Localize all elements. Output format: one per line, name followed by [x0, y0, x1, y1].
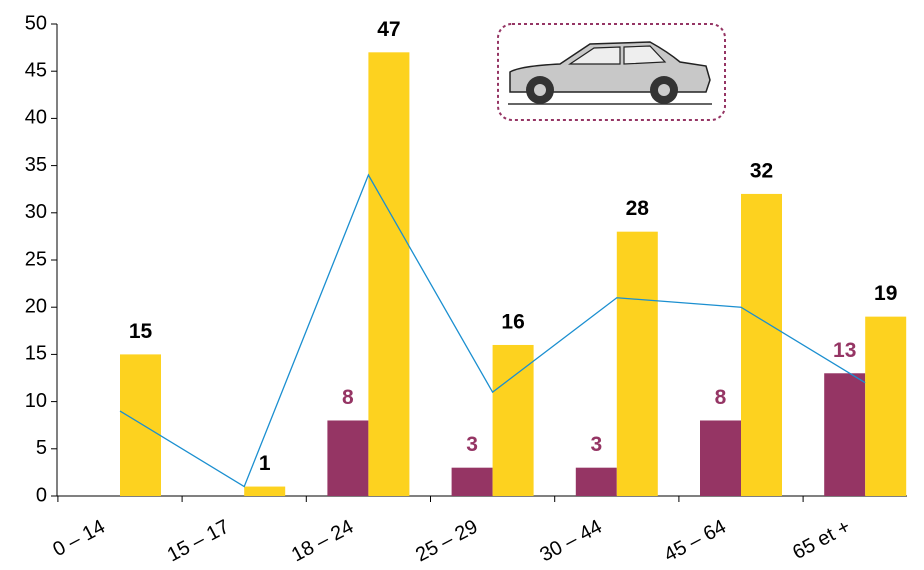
y-tick-label: 50	[25, 12, 47, 34]
value-label: 3	[590, 433, 602, 456]
y-tick-label: 20	[25, 295, 47, 317]
y-tick-label: 40	[25, 107, 47, 129]
x-tick-label: 45 – 64	[661, 516, 730, 567]
value-label: 16	[501, 311, 524, 334]
value-label: 15	[129, 320, 153, 343]
x-tick-label: 18 – 24	[288, 516, 357, 567]
value-label: 47	[377, 18, 400, 41]
value-label: 19	[874, 282, 897, 305]
y-tick-label: 5	[36, 437, 47, 459]
y-tick-label: 45	[25, 59, 47, 81]
bar	[492, 344, 534, 496]
bar	[700, 420, 741, 496]
value-label: 28	[626, 197, 650, 220]
x-tick-label: 65 et +	[789, 516, 854, 564]
value-label: 32	[750, 159, 773, 182]
bar	[575, 467, 617, 496]
x-tick-label: 15 – 17	[164, 516, 233, 567]
bar	[451, 467, 493, 496]
y-tick-label: 0	[36, 484, 47, 506]
y-tick-label: 25	[25, 248, 47, 270]
bar	[244, 486, 286, 496]
bar	[616, 231, 658, 496]
bar	[368, 52, 410, 496]
value-label: 3	[466, 433, 478, 456]
x-tick-label: 0 – 14	[49, 516, 108, 562]
bar	[741, 193, 782, 497]
bar	[120, 354, 161, 496]
line	[119, 173, 866, 488]
value-label: 8	[342, 386, 354, 409]
value-label: 8	[715, 386, 727, 409]
y-tick-label: 10	[25, 390, 47, 412]
value-label: 13	[833, 339, 856, 362]
y-tick-label: 30	[25, 201, 47, 223]
car-picture	[497, 23, 726, 121]
y-tick-label: 15	[25, 343, 47, 365]
bar	[865, 316, 907, 496]
value-label: 1	[259, 452, 271, 475]
y-tick-label: 35	[25, 154, 47, 176]
bar	[327, 420, 369, 496]
x-tick-label: 30 – 44	[536, 516, 605, 567]
x-tick-label: 25 – 29	[412, 516, 481, 567]
bar	[824, 373, 866, 496]
